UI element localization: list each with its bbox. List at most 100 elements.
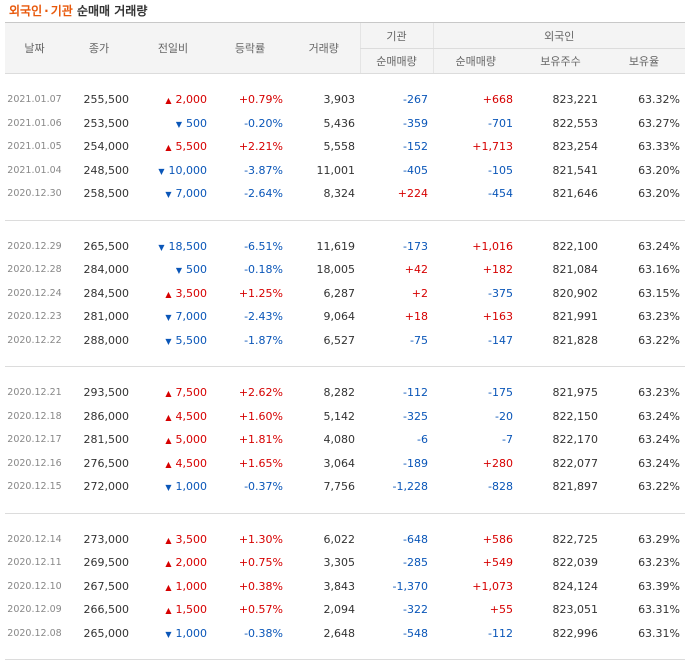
cell-ratio: 63.32%: [638, 93, 681, 107]
cell-rate: -2.43%: [244, 310, 283, 324]
triangle-up-icon: ▲: [165, 96, 172, 106]
cell-volume: 4,080: [323, 433, 356, 447]
cell-foreign-net: -701: [488, 116, 513, 130]
cell-holdings: 822,725: [552, 532, 599, 546]
cell-change: ▲ 3,500: [134, 282, 212, 306]
change-value: 500: [186, 116, 207, 130]
cell-foreign-net: +586: [482, 532, 513, 546]
triangle-up-icon: ▲: [165, 289, 172, 299]
table-row: 2021.01.04 248,500 ▼ 10,000 -3.87% 11,001 -405…: [5, 159, 685, 183]
triangle-down-icon: ▼: [158, 242, 165, 252]
cell-volume: 9,064: [323, 310, 356, 324]
cell-foreign-net: +182: [482, 263, 513, 277]
table-row: 2020.12.28 284,000 ▼ 500 -0.18% 18,005 +42 +182…: [5, 258, 685, 282]
col-header-holdings: 보유주수: [518, 48, 603, 74]
col-header-ratio: 보유율: [603, 48, 686, 74]
triangle-down-icon: ▼: [158, 166, 165, 176]
cell-date: 2020.12.21: [7, 387, 62, 399]
cell-inst-net: +42: [404, 263, 428, 277]
cell-ratio: 63.22%: [638, 480, 681, 494]
cell-change: ▲ 5,500: [134, 135, 212, 159]
cell-volume: 3,843: [323, 579, 356, 593]
change-value: 1,000: [175, 626, 208, 640]
cell-holdings: 821,646: [552, 187, 599, 201]
title-rest: 순매매 거래량: [76, 4, 148, 18]
cell-close: 288,000: [83, 333, 130, 347]
row-spacer-cell: [5, 205, 686, 221]
triangle-up-icon: ▲: [165, 459, 172, 469]
cell-volume: 5,436: [323, 116, 356, 130]
title-institution: 기관: [50, 4, 73, 18]
row-spacer-cell: [5, 498, 686, 514]
col-header-foreign-net: 순매매량: [432, 48, 518, 74]
cell-date: 2020.12.09: [7, 604, 62, 616]
cell-close: 255,500: [83, 93, 130, 107]
cell-change: ▲ 4,500: [134, 452, 212, 476]
cell-close: 266,500: [83, 603, 130, 617]
cell-rate: -3.87%: [244, 163, 283, 177]
table-row: 2020.12.22 288,000 ▼ 5,500 -1.87% 6,527 -75 -14…: [5, 329, 685, 353]
table-row: 2020.12.10 267,500 ▲ 1,000 +0.38% 3,843 -1,370…: [5, 575, 685, 599]
cell-inst-net: -1,370: [392, 579, 428, 593]
cell-change: ▲ 2,000: [134, 88, 212, 112]
cell-rate: -1.87%: [244, 333, 283, 347]
row-spacer: [5, 205, 686, 221]
triangle-up-icon: ▲: [165, 559, 172, 569]
col-header-inst-net: 순매매량: [359, 48, 433, 74]
cell-close: 258,500: [83, 187, 130, 201]
cell-holdings: 824,124: [552, 579, 599, 593]
cell-close: 284,000: [83, 263, 130, 277]
cell-change: ▼ 1,000: [134, 622, 212, 646]
cell-holdings: 821,897: [552, 480, 599, 494]
cell-inst-net: -648: [403, 532, 428, 546]
cell-close: 254,000: [83, 140, 130, 154]
cell-rate: +1.60%: [238, 409, 283, 423]
cell-date: 2020.12.17: [7, 434, 62, 446]
cell-rate: +2.62%: [238, 386, 283, 400]
table-row: 2020.12.15 272,000 ▼ 1,000 -0.37% 7,756 -1,228…: [5, 475, 685, 499]
col-header-volume: 거래량: [288, 23, 360, 74]
cell-date: 2020.12.11: [7, 557, 62, 569]
triangle-down-icon: ▼: [175, 119, 182, 129]
cell-rate: -6.51%: [244, 239, 283, 253]
cell-ratio: 63.16%: [638, 263, 681, 277]
cell-holdings: 822,077: [552, 456, 599, 470]
triangle-up-icon: ▲: [165, 535, 172, 545]
cell-change: ▲ 4,500: [134, 405, 212, 429]
cell-inst-net: -1,228: [392, 480, 428, 494]
cell-close: 286,000: [83, 409, 130, 423]
col-header-change: 전일비: [134, 23, 212, 74]
cell-foreign-net: +1,713: [472, 140, 513, 154]
cell-ratio: 63.20%: [638, 187, 681, 201]
table-row: 2020.12.24 284,500 ▲ 3,500 +1.25% 6,287 +2 -375…: [5, 282, 685, 306]
cell-change: ▲ 1,500: [134, 598, 212, 622]
cell-change: ▼ 7,000: [134, 305, 212, 329]
triangle-down-icon: ▼: [165, 336, 172, 346]
cell-close: 253,500: [83, 116, 130, 130]
cell-foreign-net: +1,016: [472, 239, 513, 253]
cell-holdings: 823,221: [552, 93, 599, 107]
cell-foreign-net: -175: [488, 386, 513, 400]
cell-foreign-net: -7: [502, 433, 513, 447]
cell-rate: +0.79%: [238, 93, 283, 107]
cell-change: ▲ 1,000: [134, 575, 212, 599]
cell-holdings: 823,254: [552, 140, 599, 154]
table-row: 2020.12.09 266,500 ▲ 1,500 +0.57% 2,094 -322 +5…: [5, 598, 685, 622]
cell-volume: 7,756: [323, 480, 356, 494]
cell-foreign-net: -375: [488, 286, 513, 300]
cell-date: 2021.01.04: [7, 164, 62, 176]
cell-date: 2020.12.23: [7, 311, 62, 323]
cell-inst-net: -285: [403, 556, 428, 570]
row-spacer: [5, 645, 686, 660]
change-value: 2,000: [175, 93, 208, 107]
trading-table: 날짜 종가 전일비 등락률 거래량 기관 외국인 순매매량 순매매량 보유주수 …: [5, 23, 686, 660]
change-value: 18,500: [168, 239, 208, 253]
triangle-down-icon: ▼: [175, 266, 182, 276]
cell-close: 248,500: [83, 163, 130, 177]
change-value: 5,500: [175, 140, 208, 154]
cell-holdings: 822,170: [552, 433, 599, 447]
cell-change: ▼ 5,500: [134, 329, 212, 353]
row-spacer: [5, 367, 685, 382]
cell-rate: +0.75%: [238, 556, 283, 570]
cell-holdings: 822,150: [552, 409, 599, 423]
